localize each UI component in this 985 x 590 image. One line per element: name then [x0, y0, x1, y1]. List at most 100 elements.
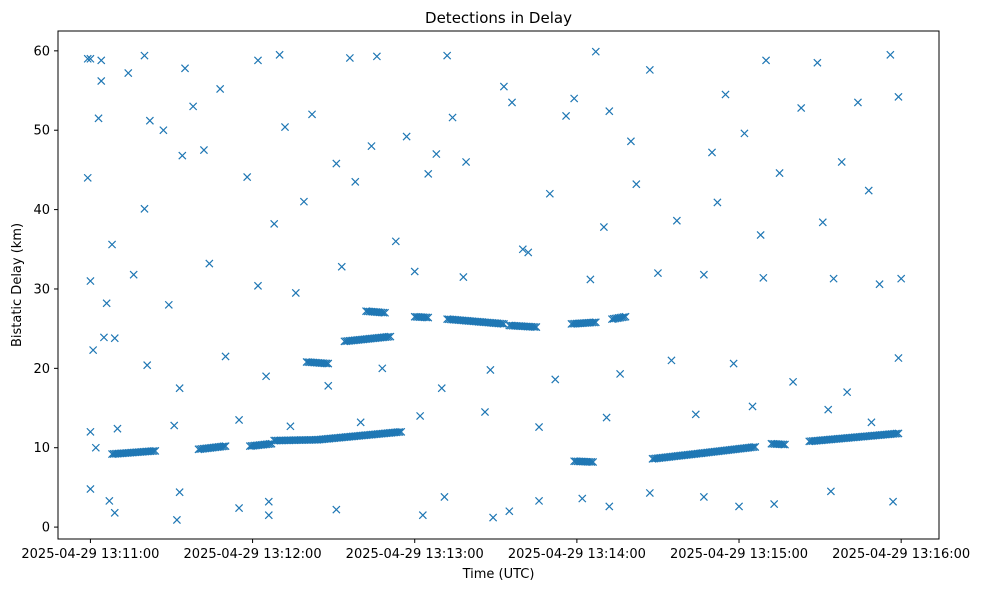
detection-point — [894, 354, 903, 363]
detection-point — [524, 248, 533, 257]
detection-point — [218, 442, 227, 451]
detection-point — [265, 439, 274, 448]
detection-point — [570, 94, 579, 103]
detection-point — [459, 273, 468, 282]
detection-point — [448, 113, 457, 122]
detection-point — [299, 197, 308, 206]
detection-point — [707, 148, 717, 157]
detection-point — [221, 352, 230, 361]
detection-point — [99, 333, 108, 342]
detection-point — [164, 300, 173, 309]
detection-point — [897, 274, 906, 283]
detection-point — [837, 157, 846, 166]
detection-point — [621, 312, 630, 321]
detection-point — [262, 372, 271, 381]
detection-point — [384, 332, 393, 341]
detection-point — [324, 381, 333, 390]
detection-point — [235, 504, 244, 513]
detection-point — [332, 159, 341, 168]
detection-point — [97, 56, 106, 65]
detection-point — [322, 359, 331, 368]
detection-point — [264, 497, 273, 506]
detection-point — [826, 487, 835, 496]
detection-point — [486, 365, 495, 374]
detection-point — [270, 219, 279, 228]
detection-point — [280, 123, 290, 132]
detection-point — [180, 64, 190, 73]
y-tick-label: 60 — [33, 44, 50, 59]
detection-point — [351, 177, 360, 186]
detection-point — [480, 407, 490, 417]
detection-point — [110, 508, 119, 517]
detection-point — [645, 488, 654, 497]
detection-point — [734, 502, 744, 511]
detection-point — [875, 280, 884, 289]
detection-point — [462, 157, 471, 166]
detection-point — [498, 319, 507, 328]
detection-point — [410, 267, 419, 276]
detection-point — [619, 313, 628, 322]
detection-point — [667, 356, 676, 365]
detection-point — [83, 173, 92, 182]
detection-point — [332, 505, 341, 514]
detection-point — [894, 429, 903, 438]
detection-point — [653, 269, 662, 278]
detection-point — [507, 98, 517, 107]
detection-point — [216, 84, 225, 93]
detection-point — [83, 54, 92, 63]
detection-point — [699, 492, 708, 501]
detection-point — [416, 411, 425, 420]
detection-point — [172, 515, 181, 524]
detection-point — [499, 319, 508, 328]
detection-point — [149, 446, 158, 456]
detection-point — [432, 150, 441, 159]
detection-point — [175, 488, 184, 497]
detection-point — [591, 47, 600, 56]
detection-point — [147, 447, 156, 456]
detection-point — [143, 361, 152, 370]
y-tick-label: 20 — [33, 362, 50, 377]
detection-point — [345, 53, 354, 63]
detection-point — [797, 103, 806, 113]
detection-point — [253, 56, 263, 65]
x-tick-label: 2025-04-29 13:12:00 — [184, 547, 322, 562]
detection-point — [740, 129, 749, 138]
detection-point — [372, 52, 381, 61]
x-tick-label: 2025-04-29 13:15:00 — [670, 547, 808, 562]
detection-point — [89, 346, 98, 355]
detection-point — [86, 54, 95, 63]
detection-point — [140, 51, 149, 60]
detection-point — [151, 446, 160, 455]
y-tick-label: 0 — [42, 521, 50, 536]
detection-point — [691, 410, 700, 419]
detection-point — [356, 418, 365, 427]
detection-point — [892, 429, 901, 438]
y-tick-label: 10 — [33, 441, 50, 456]
detection-point — [578, 494, 587, 503]
detection-point — [243, 173, 252, 182]
detection-point — [672, 216, 681, 225]
detection-point — [124, 69, 133, 78]
detection-point — [91, 443, 100, 452]
detection-point — [587, 457, 596, 466]
detection-point — [324, 359, 333, 368]
detection-point — [721, 90, 730, 99]
detection-point — [386, 332, 395, 341]
chart-title: Detections in Delay — [425, 9, 572, 27]
detection-point — [770, 500, 779, 509]
x-tick-label: 2025-04-29 13:16:00 — [832, 547, 970, 562]
detection-point — [829, 274, 838, 283]
detection-point — [886, 50, 895, 59]
detection-point — [175, 384, 184, 393]
detection-point — [253, 281, 263, 290]
detection-point — [562, 111, 571, 120]
detection-point — [889, 497, 898, 506]
detection-point — [616, 369, 625, 378]
detection-point — [440, 492, 449, 501]
detection-point — [402, 132, 411, 141]
detection-point — [379, 308, 388, 317]
detection-point — [586, 275, 595, 284]
detection-point — [589, 457, 598, 467]
detection-point — [97, 76, 106, 86]
